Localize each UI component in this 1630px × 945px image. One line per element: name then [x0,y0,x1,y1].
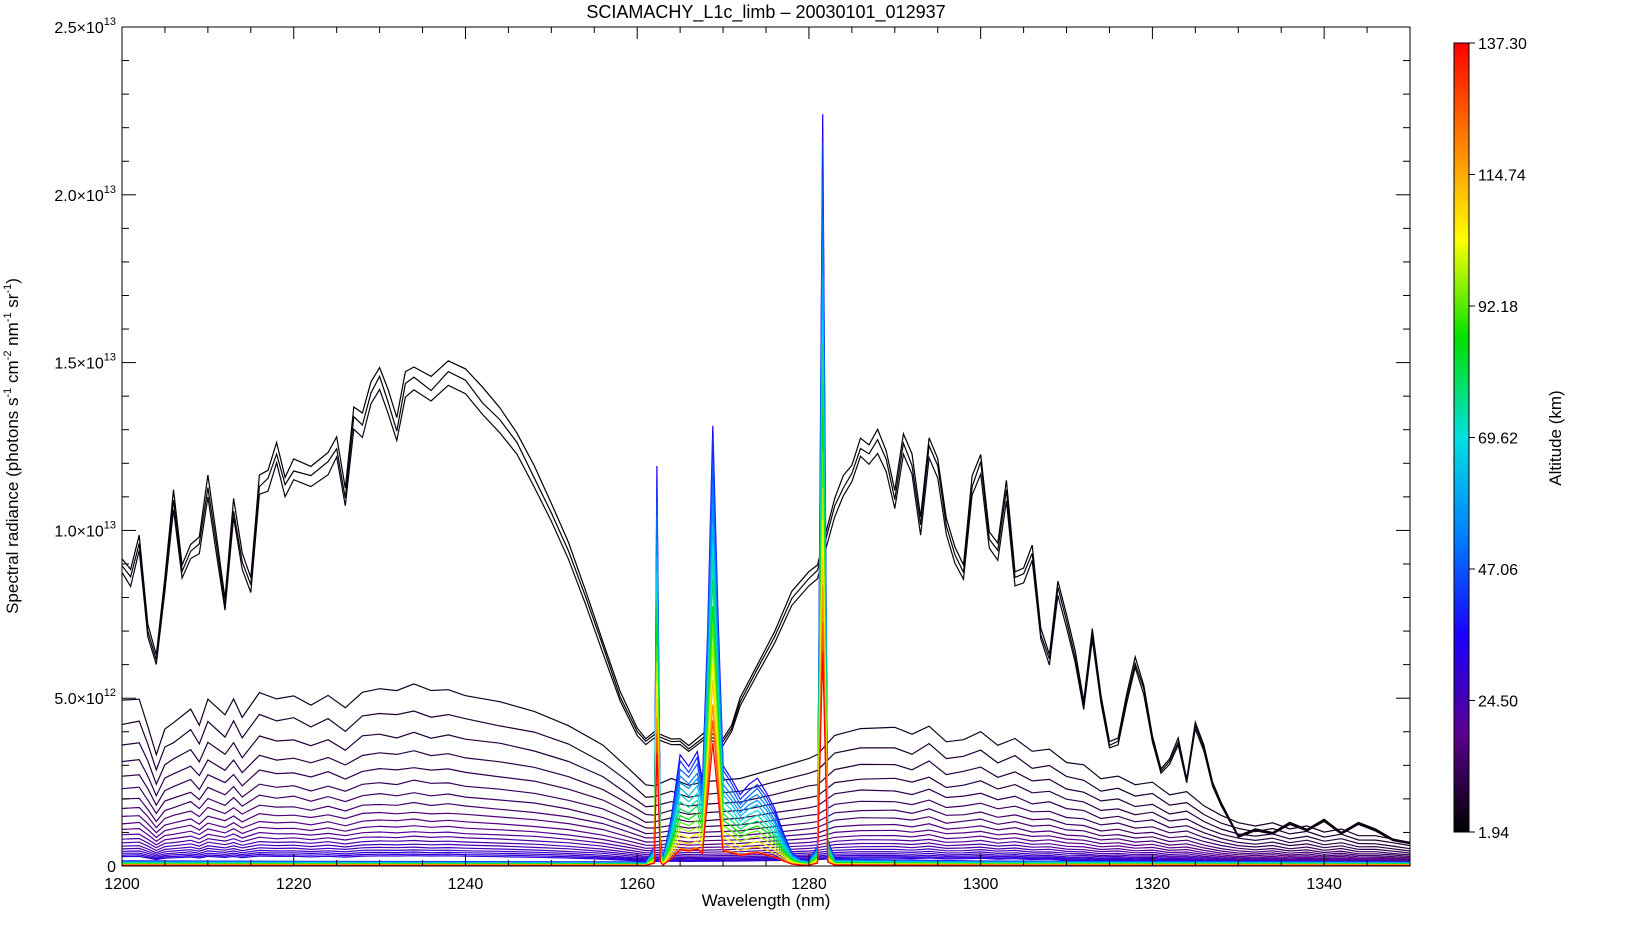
y-tick-label: 1.5×1013 [54,352,116,373]
spectrum-line-high-altitude [122,651,1410,866]
spectrum-line-high-altitude [122,141,1410,864]
spectrum-line-lower-stratosphere [122,750,1410,852]
spectrum-line-lowest-altitude [122,384,1410,845]
y-axis-label: Spectral radiance (photons s-1 cm-2 nm-1… [2,278,22,614]
spectrum-line-high-altitude [122,320,1410,865]
spectrum-line-lowest-altitude [122,360,1410,844]
spectrum-line-lower-stratosphere [122,843,1410,864]
x-tick-label: 1220 [276,876,312,893]
spectrum-line-lower-stratosphere [122,792,1410,858]
colorbar-tick-label: 47.06 [1478,562,1518,579]
x-axis-label: Wavelength (nm) [702,891,831,910]
colorbar-tick-label: 69.62 [1478,431,1518,448]
spectrum-line-lower-stratosphere [122,801,1410,859]
colorbar: 137.30 114.74 92.18 69.62 47.06 24.50 1.94 Alt… [1453,36,1565,842]
spectrum-line-lower-stratosphere [122,779,1410,856]
spectrum-line-lower-stratosphere [122,825,1410,862]
colorbar-tick-label: 24.50 [1478,694,1518,711]
y-tick-label: 2.5×1013 [54,16,116,37]
spectrum-line-lower-stratosphere [122,831,1410,863]
colorbar-tick-label: 1.94 [1478,825,1509,842]
x-tick-label: 1320 [1135,876,1171,893]
spectrum-line-lower-stratosphere [122,849,1410,865]
spectrum-line-lower-stratosphere [122,846,1410,865]
series-layer [122,114,1410,866]
plot-frame [121,26,1411,867]
spectrum-line-lower-stratosphere [122,811,1410,860]
colorbar-ticks: 137.30 114.74 92.18 69.62 47.06 24.50 1.94 [1469,36,1527,842]
x-tick-label: 1340 [1306,876,1342,893]
x-tick-label: 1240 [448,876,484,893]
y-axis: 0 5.0×1012 1.0×1013 1.5×1013 2.0×1013 2.5×101… [54,16,1410,876]
x-tick-label: 1260 [619,876,655,893]
colorbar-tick-label: 114.74 [1478,168,1526,185]
spectrum-line-high-altitude [122,178,1410,864]
chart-title: SCIAMACHY_L1c_limb – 20030101_012937 [586,2,945,23]
y-tick-label: 1.0×1013 [54,519,116,540]
y-tick-label: 5.0×1012 [54,687,116,708]
x-tick-label: 1280 [791,876,827,893]
spectrum-line-high-altitude [122,219,1410,864]
spectrum-line-lower-stratosphere [122,710,1410,847]
y-tick-label: 2.0×1013 [54,184,116,205]
y-tick-label: 0 [107,859,116,876]
colorbar-tick-label: 92.18 [1478,299,1518,316]
spectrum-line-high-altitude [122,487,1410,866]
spectrum-line-lower-stratosphere [122,731,1410,850]
spectrum-line-lower-stratosphere [122,683,1410,843]
x-tick-label: 1300 [963,876,999,893]
spectrum-line-high-altitude [122,114,1410,864]
spectrum-line-lowest-altitude [122,370,1410,844]
x-axis: 1200 1220 1240 1260 1280 1300 1320 1340 [104,27,1411,893]
colorbar-gradient [1453,42,1470,833]
x-tick-label: 1200 [104,876,140,893]
spectrum-line-lower-stratosphere [122,835,1410,863]
spectrum-line-high-altitude [122,342,1410,865]
colorbar-tick-label: 137.30 [1478,36,1527,53]
colorbar-label: Altitude (km) [1546,390,1565,485]
